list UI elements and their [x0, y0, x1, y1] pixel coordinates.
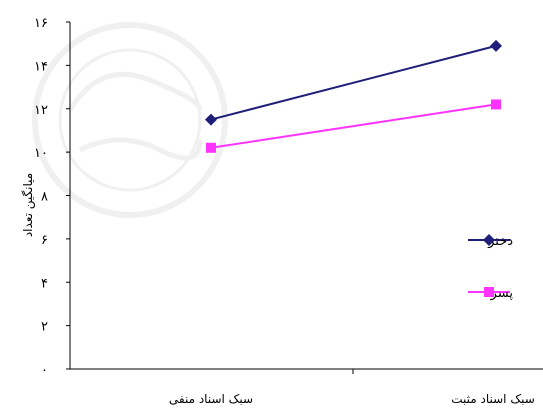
y-ticks: ۰ ۲ ۴ ۶ ۸ ۱۰ ۱۲ ۱۴ ۱۶	[34, 16, 70, 378]
series-1-point-1	[491, 99, 501, 110]
legend-item-girls: دختر	[468, 234, 513, 249]
legend-diamond-marker	[483, 234, 495, 246]
series-0-point-1	[490, 39, 502, 52]
y-axis-label: میانگین تعداد	[21, 173, 36, 237]
y-tick-label: ۱۰	[34, 146, 48, 161]
y-tick-label: ۲	[41, 320, 48, 335]
y-tick-label: ۱۶	[34, 16, 48, 31]
series-layer	[205, 39, 502, 153]
legend: دختر پسر	[468, 234, 513, 301]
legend-label-boys: پسر	[490, 286, 514, 301]
watermark-seal	[32, 22, 228, 218]
series-0-point-0	[205, 113, 217, 126]
series-line-0	[210, 44, 497, 121]
series-1-point-0	[206, 142, 216, 153]
y-tick-label: ۴	[41, 276, 48, 291]
y-tick-label: ۰	[41, 363, 48, 378]
y-tick-label: ۱۴	[34, 59, 48, 74]
series-line-1	[210, 103, 497, 149]
legend-square-marker	[484, 287, 494, 297]
legend-label-girls: دختر	[487, 234, 513, 249]
y-tick-label: ۶	[41, 233, 48, 248]
legend-item-boys: پسر	[468, 286, 513, 301]
x-category-labels: سبک اسناد منفی سبک اسناد مثبت	[169, 392, 535, 406]
x-category-label-1: سبک اسناد مثبت	[451, 392, 535, 406]
y-tick-label: ۱۲	[34, 103, 48, 118]
x-category-label-0: سبک اسناد منفی	[169, 392, 253, 406]
y-tick-label: ۸	[41, 190, 48, 205]
